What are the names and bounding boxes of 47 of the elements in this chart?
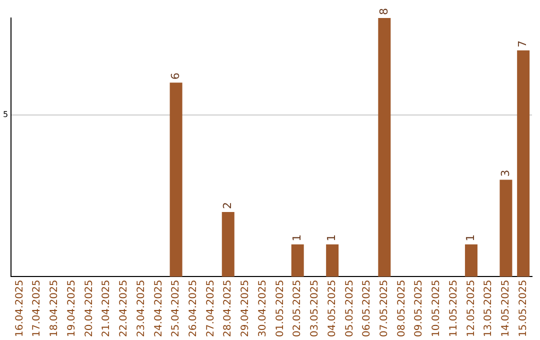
x-tick-label: 14.05.2025 <box>500 280 512 338</box>
bar <box>500 180 512 277</box>
bar <box>222 212 234 277</box>
bar <box>378 18 391 277</box>
x-tick-label: 19.04.2025 <box>66 280 78 338</box>
x-tick-label: 11.05.2025 <box>448 280 460 338</box>
x-tick-label: 21.04.2025 <box>101 280 112 338</box>
x-tick-label: 08.05.2025 <box>396 280 408 338</box>
x-tick-label: 20.04.2025 <box>84 280 95 338</box>
x-tick-label: 13.05.2025 <box>483 280 494 338</box>
x-tick-label: 28.04.2025 <box>222 280 234 338</box>
x-tick-label: 23.04.2025 <box>136 280 147 338</box>
x-tick-label: 16.04.2025 <box>14 280 26 338</box>
x-tick-label: 22.04.2025 <box>118 280 130 338</box>
x-tick-label: 25.04.2025 <box>170 280 182 338</box>
data-label: 7 <box>516 40 530 48</box>
x-tick-label: 05.05.2025 <box>344 280 356 338</box>
y-tick-label: 5 <box>2 110 8 120</box>
x-tick-label: 04.05.2025 <box>326 280 338 338</box>
data-label: 1 <box>325 234 338 242</box>
bar <box>291 244 304 277</box>
x-tick-label: 17.04.2025 <box>32 280 43 338</box>
data-label: 2 <box>220 202 234 210</box>
x-tick-label: 30.04.2025 <box>257 280 268 338</box>
x-tick-label: 02.05.2025 <box>292 280 304 338</box>
data-label: 1 <box>290 234 304 242</box>
bar <box>326 244 339 277</box>
data-label: 3 <box>498 170 512 177</box>
x-tick-label: 26.04.2025 <box>188 280 199 338</box>
x-tick-label: 27.04.2025 <box>205 280 216 338</box>
bar <box>170 82 182 277</box>
x-tick-label: 15.05.2025 <box>518 280 529 338</box>
x-tick-label: 12.05.2025 <box>466 280 477 338</box>
x-tick-label: 10.05.2025 <box>431 280 442 338</box>
x-tick-label: 29.04.2025 <box>240 280 252 338</box>
x-tick-label: 24.04.2025 <box>153 280 164 338</box>
data-label: 1 <box>464 234 478 242</box>
data-label: 8 <box>377 8 390 15</box>
x-tick-label: 09.05.2025 <box>414 280 425 338</box>
bar <box>464 244 478 277</box>
bar <box>517 50 530 277</box>
data-label: 6 <box>168 72 182 80</box>
x-tick-label: 03.05.2025 <box>310 280 321 338</box>
x-tick-label: 18.04.2025 <box>49 280 60 338</box>
x-tick-label: 01.05.2025 <box>274 280 286 338</box>
x-tick-label: 06.05.2025 <box>362 280 373 338</box>
x-tick-label: 07.05.2025 <box>379 280 390 338</box>
